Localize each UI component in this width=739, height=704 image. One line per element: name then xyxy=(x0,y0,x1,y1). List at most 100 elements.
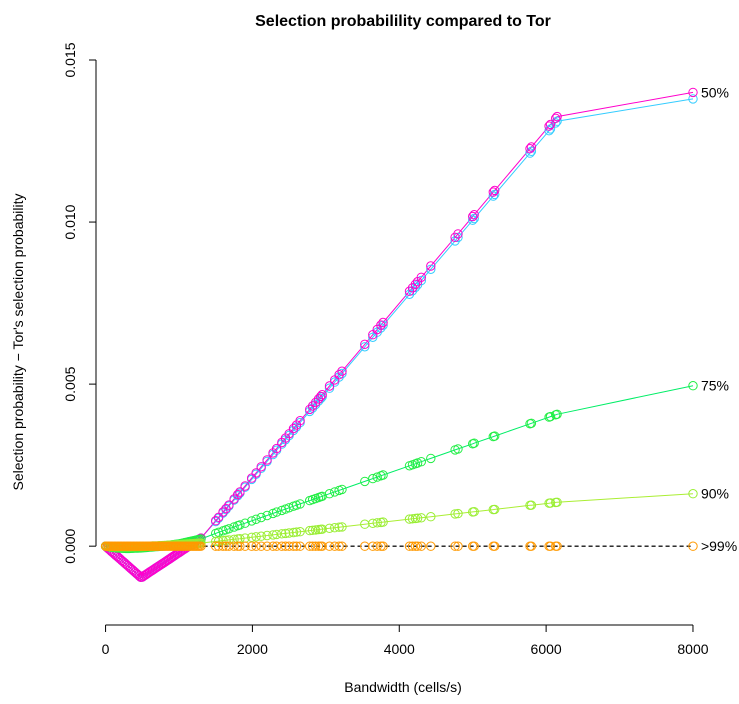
data-point xyxy=(416,513,426,523)
data-point xyxy=(426,541,436,551)
data-point xyxy=(525,148,535,158)
data-point xyxy=(526,142,537,152)
data-point xyxy=(688,541,698,551)
data-point xyxy=(271,541,282,551)
y-tick-label: 0.005 xyxy=(62,366,78,401)
data-point xyxy=(256,531,266,541)
data-point xyxy=(552,497,562,507)
data-point xyxy=(235,541,245,551)
data-point xyxy=(337,366,347,376)
data-point xyxy=(469,210,479,220)
data-point xyxy=(526,418,537,428)
data-point xyxy=(410,279,421,289)
data-point xyxy=(247,541,257,551)
data-point xyxy=(224,524,234,534)
series-label: 75% xyxy=(701,378,729,394)
data-point xyxy=(416,457,426,467)
data-point xyxy=(317,390,327,400)
data-point xyxy=(330,541,340,551)
data-point xyxy=(378,470,388,480)
data-point xyxy=(545,541,556,551)
data-point xyxy=(468,215,478,225)
data-point xyxy=(372,472,382,482)
data-point xyxy=(305,525,315,536)
data-point xyxy=(688,94,698,104)
data-point xyxy=(360,476,370,487)
data-point xyxy=(490,431,500,441)
data-point xyxy=(324,381,335,391)
data-point xyxy=(416,272,426,282)
x-axis-label: Bandwidth (cells/s) xyxy=(344,679,462,695)
data-point xyxy=(545,411,556,422)
data-point xyxy=(251,468,261,478)
data-point xyxy=(224,500,234,510)
data-point xyxy=(277,529,287,539)
data-point xyxy=(337,484,347,495)
data-point xyxy=(416,541,426,551)
data-point xyxy=(450,509,460,519)
x-tick-label: 4000 xyxy=(384,641,415,657)
data-point xyxy=(240,541,250,551)
data-point xyxy=(545,498,556,508)
data-point xyxy=(368,473,378,484)
data-point xyxy=(376,320,386,330)
data-point xyxy=(271,507,282,517)
axes: 0 2000 4000 6000 8000 0.000 0.005 0.010 0.015 xyxy=(62,42,709,657)
data-point xyxy=(268,530,278,540)
data-point xyxy=(412,541,423,551)
data-point xyxy=(469,507,479,517)
data-point xyxy=(410,541,421,551)
data-point xyxy=(262,541,272,551)
y-tick-label: 0.015 xyxy=(62,42,78,77)
data-point xyxy=(251,532,261,542)
data-point xyxy=(552,541,562,551)
data-point xyxy=(284,541,294,551)
x-tick-label: 0 xyxy=(102,641,110,657)
series-labels: 50% 75% 90% >99% xyxy=(701,84,737,554)
series-label: >99% xyxy=(701,538,737,554)
data-point xyxy=(324,489,335,499)
series-line xyxy=(105,91,694,578)
data-point xyxy=(688,87,698,98)
data-point xyxy=(233,541,243,551)
data-point xyxy=(271,443,282,454)
series-line xyxy=(105,98,694,578)
data-point xyxy=(262,455,272,465)
series-lines xyxy=(105,91,694,578)
data-point xyxy=(310,525,321,535)
data-point xyxy=(426,261,436,271)
series-label: 90% xyxy=(701,486,729,502)
data-point xyxy=(469,541,479,551)
data-point xyxy=(330,523,340,533)
data-point xyxy=(450,541,460,551)
data-point xyxy=(233,489,243,500)
data-point xyxy=(688,381,698,391)
data-point xyxy=(211,541,221,551)
data-point xyxy=(525,144,535,154)
data-point xyxy=(284,528,294,538)
data-point xyxy=(488,191,498,201)
series-label: 50% xyxy=(701,84,729,100)
data-point xyxy=(688,489,698,499)
data-point xyxy=(211,536,221,547)
data-point xyxy=(469,438,479,448)
y-tick-label: 0.010 xyxy=(62,204,78,239)
data-point xyxy=(262,530,272,541)
data-point xyxy=(240,481,250,491)
data-point xyxy=(262,510,272,521)
data-point xyxy=(305,404,315,415)
data-point xyxy=(490,541,500,551)
data-point xyxy=(526,541,537,551)
data-point xyxy=(256,541,266,551)
data-point xyxy=(224,535,234,545)
data-point xyxy=(310,397,321,408)
data-point xyxy=(360,342,370,352)
data-point xyxy=(488,187,498,197)
data-point xyxy=(544,126,554,136)
data-point xyxy=(247,532,257,542)
data-point xyxy=(426,453,436,464)
data-point xyxy=(221,503,231,514)
data-point xyxy=(334,541,344,551)
data-point xyxy=(295,416,305,426)
